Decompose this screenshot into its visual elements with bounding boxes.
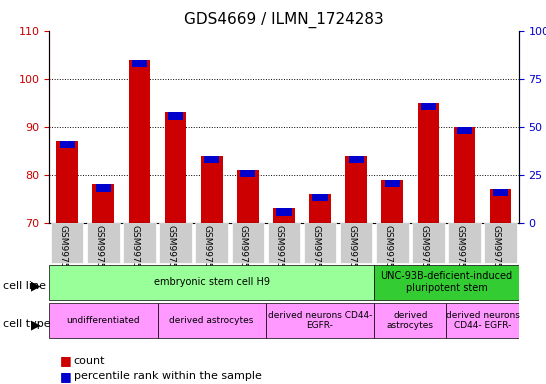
FancyBboxPatch shape — [157, 303, 266, 338]
Text: count: count — [74, 356, 105, 366]
FancyBboxPatch shape — [87, 223, 120, 263]
Bar — [201, 156, 223, 223]
FancyBboxPatch shape — [195, 223, 228, 263]
FancyBboxPatch shape — [51, 223, 84, 263]
FancyBboxPatch shape — [304, 223, 336, 263]
FancyBboxPatch shape — [49, 265, 374, 300]
FancyBboxPatch shape — [374, 265, 519, 300]
Text: ▶: ▶ — [31, 318, 41, 331]
Bar — [454, 127, 476, 223]
Text: GSM997566: GSM997566 — [275, 225, 284, 280]
Text: undifferentiated: undifferentiated — [67, 316, 140, 325]
Text: GSM997567: GSM997567 — [311, 225, 320, 280]
Bar — [348, 156, 364, 163]
Bar — [92, 184, 114, 223]
FancyBboxPatch shape — [340, 223, 372, 263]
Text: GSM997571: GSM997571 — [383, 225, 392, 280]
Bar — [421, 103, 436, 110]
Text: ■: ■ — [60, 354, 72, 367]
Text: GSM997563: GSM997563 — [167, 225, 176, 280]
Bar — [60, 141, 75, 148]
Bar — [490, 189, 512, 223]
Bar — [132, 60, 147, 67]
Bar — [493, 189, 508, 196]
Text: GSM997568: GSM997568 — [347, 225, 356, 280]
Text: derived astrocytes: derived astrocytes — [169, 316, 254, 325]
Text: derived neurons CD44-
EGFR-: derived neurons CD44- EGFR- — [268, 311, 372, 330]
FancyBboxPatch shape — [448, 223, 481, 263]
Bar — [382, 179, 403, 223]
Text: GSM997570: GSM997570 — [491, 225, 501, 280]
Bar — [273, 208, 295, 223]
FancyBboxPatch shape — [266, 303, 374, 338]
Bar — [240, 170, 256, 177]
Text: derived neurons
CD44- EGFR-: derived neurons CD44- EGFR- — [446, 311, 519, 330]
FancyBboxPatch shape — [412, 223, 444, 263]
FancyBboxPatch shape — [49, 303, 157, 338]
Bar — [96, 184, 111, 192]
Bar — [276, 208, 292, 215]
Bar — [345, 156, 367, 223]
Text: ▶: ▶ — [31, 280, 41, 293]
Title: GDS4669 / ILMN_1724283: GDS4669 / ILMN_1724283 — [184, 12, 384, 28]
Text: percentile rank within the sample: percentile rank within the sample — [74, 371, 262, 381]
Bar — [204, 156, 219, 163]
Bar — [418, 103, 439, 223]
Text: cell line: cell line — [3, 281, 46, 291]
Text: embryonic stem cell H9: embryonic stem cell H9 — [153, 277, 270, 287]
Bar — [312, 194, 328, 201]
Text: GSM997572: GSM997572 — [419, 225, 429, 280]
FancyBboxPatch shape — [123, 223, 156, 263]
FancyBboxPatch shape — [268, 223, 300, 263]
Bar — [385, 179, 400, 187]
FancyBboxPatch shape — [376, 223, 408, 263]
Text: GSM997565: GSM997565 — [239, 225, 248, 280]
FancyBboxPatch shape — [232, 223, 264, 263]
Bar — [129, 60, 150, 223]
FancyBboxPatch shape — [159, 223, 192, 263]
Text: ■: ■ — [60, 370, 72, 383]
FancyBboxPatch shape — [374, 303, 447, 338]
Text: GSM997557: GSM997557 — [130, 225, 139, 280]
Bar — [237, 170, 259, 223]
Bar — [56, 141, 78, 223]
Text: GSM997564: GSM997564 — [203, 225, 212, 280]
Text: UNC-93B-deficient-induced
pluripotent stem: UNC-93B-deficient-induced pluripotent st… — [381, 271, 513, 293]
FancyBboxPatch shape — [447, 303, 519, 338]
Bar — [165, 112, 186, 223]
Text: GSM997556: GSM997556 — [94, 225, 103, 280]
Text: cell type: cell type — [3, 319, 50, 329]
Text: GSM997569: GSM997569 — [455, 225, 465, 280]
Bar — [168, 112, 183, 119]
FancyBboxPatch shape — [484, 223, 517, 263]
Text: derived
astrocytes: derived astrocytes — [387, 311, 434, 330]
Text: GSM997555: GSM997555 — [58, 225, 67, 280]
Bar — [457, 127, 472, 134]
Bar — [309, 194, 331, 223]
